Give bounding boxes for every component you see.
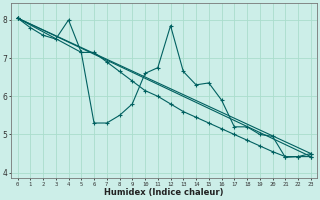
X-axis label: Humidex (Indice chaleur): Humidex (Indice chaleur) — [104, 188, 224, 197]
